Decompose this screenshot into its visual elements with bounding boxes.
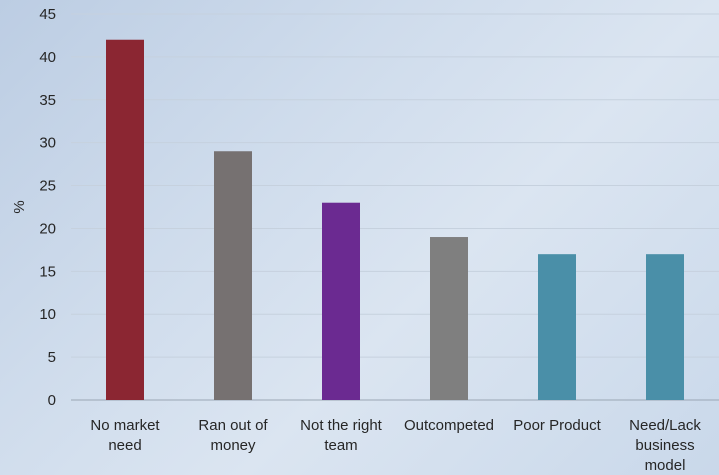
- bar: [430, 237, 468, 400]
- x-category-label: Need/Lack business model: [629, 417, 701, 474]
- bar: [322, 202, 360, 400]
- y-tick-label: 30: [39, 135, 56, 152]
- bar: [106, 39, 144, 400]
- y-tick-label: 20: [39, 220, 56, 237]
- y-tick-label: 40: [39, 49, 56, 66]
- bar: [538, 254, 576, 400]
- y-tick-label: 25: [39, 178, 56, 195]
- y-tick-label: 5: [48, 349, 56, 366]
- y-tick-label: 35: [39, 92, 56, 109]
- y-tick-label: 0: [48, 392, 56, 409]
- x-category-label: Not the right team: [300, 417, 383, 454]
- y-tick-label: 45: [39, 6, 56, 23]
- x-axis-labels: No market need Ran out of money Not the righ…: [90, 417, 701, 474]
- y-axis-title: %: [11, 200, 28, 213]
- y-tick-label: 15: [39, 263, 56, 280]
- gridlines: [71, 13, 719, 401]
- bars: [106, 39, 684, 400]
- y-tick-label: 10: [39, 306, 56, 323]
- x-category-label: No market need: [90, 417, 160, 454]
- x-category-label: Poor Product: [513, 417, 601, 434]
- x-category-label: Ran out of money: [198, 417, 268, 454]
- y-axis-ticks: 0 5 10 15 20 25 30 35 40 45: [39, 6, 56, 409]
- bar: [214, 151, 252, 400]
- x-category-label: Outcompeted: [404, 417, 494, 434]
- bar: [646, 254, 684, 400]
